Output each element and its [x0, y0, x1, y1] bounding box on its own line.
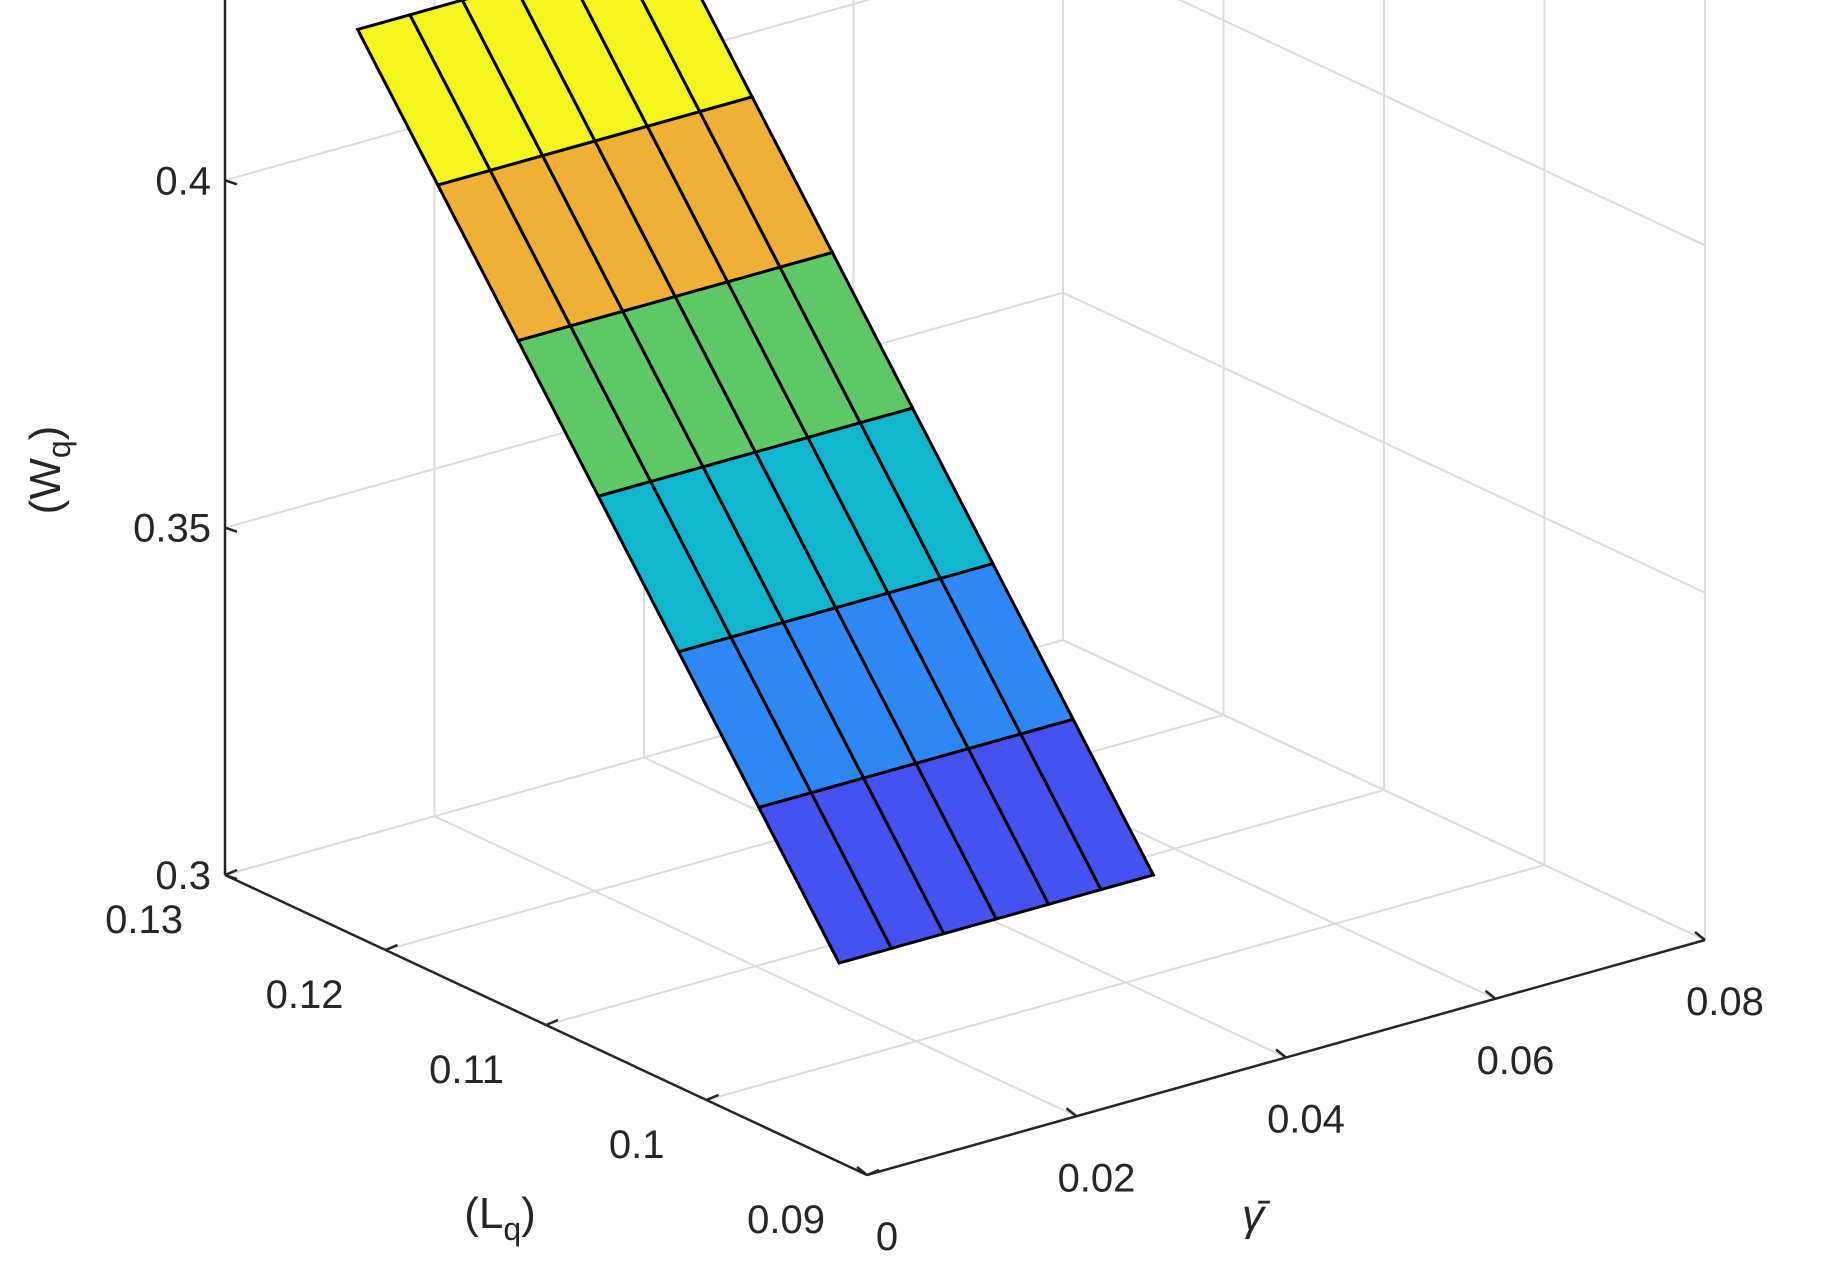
x-tick [1065, 1107, 1078, 1118]
x-tick-label: 0.02 [1058, 1156, 1136, 1200]
x-axis-label: γ̄ [1242, 1191, 1271, 1240]
z-tick [224, 526, 238, 533]
z-tick-label: 0.4 [155, 159, 211, 203]
y-tick [866, 1168, 880, 1177]
grid-line [706, 864, 1545, 1101]
x-tick [1694, 931, 1706, 941]
x-tick-label: 0 [876, 1215, 898, 1259]
y-tick [706, 1093, 719, 1102]
x-tick-label: 0.06 [1477, 1039, 1555, 1083]
x-tick [1275, 1048, 1287, 1059]
grid-line [1062, 291, 1706, 594]
y-axis-label: (Lq) [464, 1189, 536, 1247]
y-axis-line [224, 873, 868, 1177]
y-tick-label: 0.13 [105, 898, 183, 942]
axis-layer: 0 0.02 0.04 0.06 0.08 0.09 0.1 0.11 0.12 0.130.3 0… [105, 0, 1764, 1259]
z-tick-label: 0.35 [133, 507, 211, 551]
z-tick [224, 179, 238, 186]
x-tick-label: 0.08 [1686, 980, 1764, 1024]
surface-patch [1018, 717, 1156, 892]
y-tick [385, 943, 398, 952]
grid-line [1177, 0, 1706, 247]
y-tick-label: 0.1 [609, 1123, 665, 1167]
z-tick-label: 0.3 [155, 854, 211, 898]
y-tick-label: 0.11 [429, 1048, 504, 1092]
z-axis-label: (Wq) [21, 426, 77, 515]
grid-line [1062, 639, 1706, 941]
y-tick-label: 0.09 [747, 1198, 825, 1242]
surface-layer [355, 0, 1156, 965]
y-tick [224, 868, 238, 877]
x-tick [1484, 989, 1497, 1000]
y-tick [545, 1018, 559, 1027]
y-tick-label: 0.12 [266, 973, 344, 1017]
x-tick-label: 0.04 [1267, 1098, 1345, 1142]
x-tick [856, 1166, 868, 1176]
z-tick [224, 873, 238, 881]
